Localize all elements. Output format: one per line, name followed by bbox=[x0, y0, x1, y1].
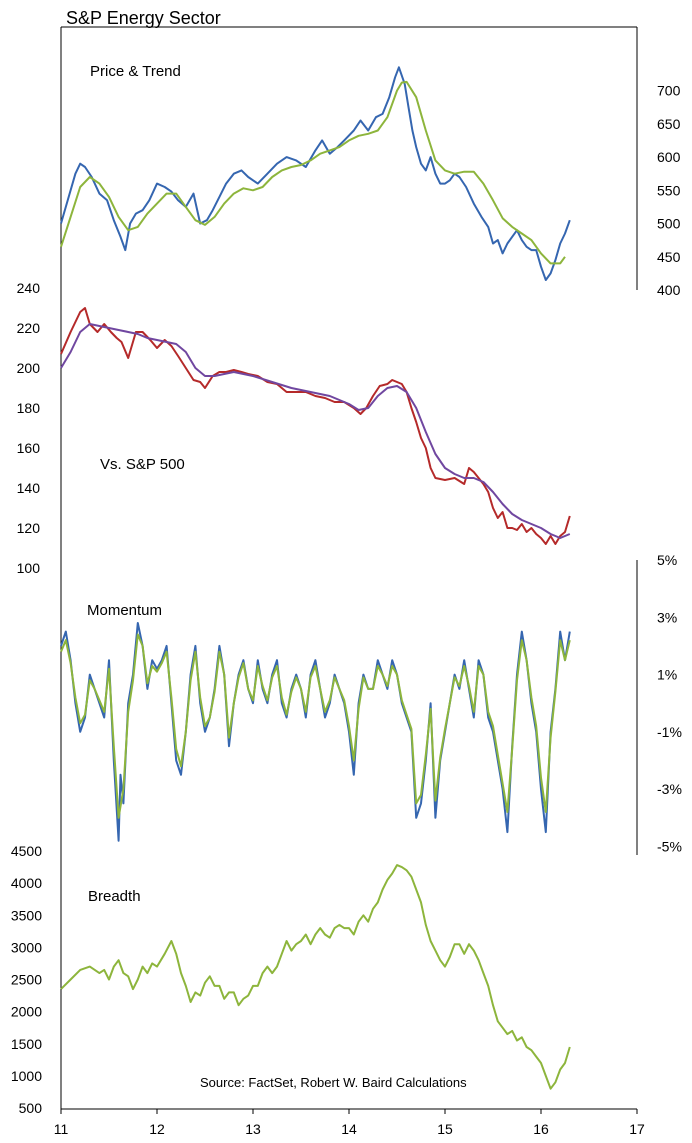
y-tick-label-panel4: 1500 bbox=[11, 1036, 42, 1052]
y-tick-label-panel2: 200 bbox=[17, 360, 41, 376]
series-line-panel3-green bbox=[60, 633, 571, 819]
y-tick-label-panel2: 160 bbox=[17, 440, 41, 456]
chart-title: S&P Energy Sector bbox=[66, 8, 221, 28]
x-tick-label: 16 bbox=[533, 1121, 549, 1137]
y-tick-label-panel3: -1% bbox=[657, 724, 682, 740]
chart-marks: 700 650 600 550 500 450 400 240 220 200 180 160 140 1… bbox=[11, 66, 682, 1137]
series-line-panel1-green bbox=[60, 80, 566, 265]
y-tick-label-panel2: 180 bbox=[17, 400, 41, 416]
y-tick-label-panel4: 500 bbox=[19, 1100, 43, 1116]
y-tick-label-panel4: 4500 bbox=[11, 843, 42, 859]
panel-label-price: Price & Trend bbox=[90, 63, 181, 80]
y-tick-label-panel1: 550 bbox=[657, 182, 681, 198]
y-tick-label-panel2: 140 bbox=[17, 480, 41, 496]
x-tick-label: 17 bbox=[629, 1121, 645, 1137]
x-tick-label: 11 bbox=[54, 1121, 69, 1137]
y-tick-label-panel3: -5% bbox=[657, 838, 682, 854]
y-tick-label-panel4: 4000 bbox=[11, 875, 42, 891]
panel-label-breadth: Breadth bbox=[88, 888, 141, 905]
y-tick-label-panel2: 120 bbox=[17, 520, 41, 536]
y-tick-label-panel2: 100 bbox=[17, 560, 41, 576]
source-note: Source: FactSet, Robert W. Baird Calcula… bbox=[200, 1075, 467, 1090]
series-line-panel2-red bbox=[60, 307, 571, 545]
y-tick-label-panel3: -3% bbox=[657, 781, 682, 797]
y-tick-label-panel4: 2000 bbox=[11, 1004, 42, 1020]
y-tick-label-panel1: 700 bbox=[657, 83, 681, 99]
x-tick-label: 12 bbox=[149, 1121, 165, 1137]
y-tick-label-panel4: 3500 bbox=[11, 907, 42, 923]
y-tick-label-panel1: 600 bbox=[657, 149, 681, 165]
panel-label-momentum: Momentum bbox=[87, 602, 162, 619]
y-tick-label-panel3: 3% bbox=[657, 609, 677, 625]
series-line-panel1-blue bbox=[60, 66, 571, 281]
x-tick-label: 15 bbox=[437, 1121, 453, 1137]
y-tick-label-panel1: 400 bbox=[657, 282, 681, 298]
y-tick-label-panel2: 220 bbox=[17, 320, 41, 336]
y-tick-label-panel1: 650 bbox=[657, 116, 681, 132]
y-tick-label-panel3: 5% bbox=[657, 552, 677, 568]
x-tick-label: 13 bbox=[245, 1121, 261, 1137]
y-tick-label-panel1: 500 bbox=[657, 216, 681, 232]
y-tick-label-panel2: 240 bbox=[17, 280, 41, 296]
y-tick-label-panel4: 3000 bbox=[11, 939, 42, 955]
y-tick-label-panel4: 1000 bbox=[11, 1068, 42, 1084]
y-tick-label-panel4: 2500 bbox=[11, 972, 42, 988]
series-line-panel2-purple bbox=[60, 323, 571, 539]
x-tick-label: 14 bbox=[341, 1121, 357, 1137]
axis-frames bbox=[60, 26, 638, 1110]
y-tick-label-panel1: 450 bbox=[657, 249, 681, 265]
y-tick-label-panel3: 1% bbox=[657, 667, 677, 683]
series-line-panel4-green bbox=[60, 864, 571, 1090]
panel-label-relative: Vs. S&P 500 bbox=[100, 456, 185, 473]
